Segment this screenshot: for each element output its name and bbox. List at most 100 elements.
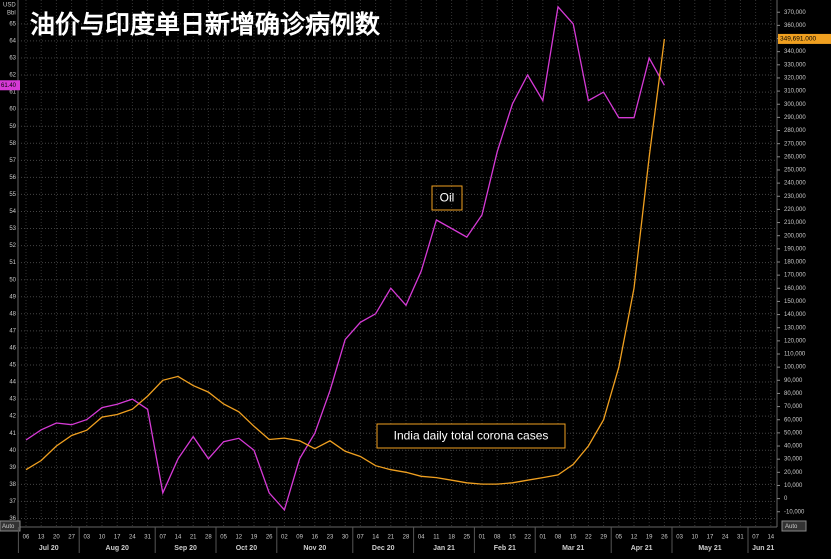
y-tick-label: 63 <box>9 56 16 62</box>
annotation: Oil <box>440 191 455 205</box>
y-tick-label: 49 <box>9 294 16 300</box>
y-tick-label: 46 <box>9 346 16 352</box>
x-tick-label: 10 <box>99 535 106 541</box>
y2-tick-label: 170,000 <box>784 273 806 279</box>
x-tick-label: 16 <box>311 535 318 541</box>
y2-tick-label: 200,000 <box>784 233 806 239</box>
x-tick-label: 03 <box>83 535 90 541</box>
y-tick-label: 39 <box>9 465 16 471</box>
x-tick-label: 09 <box>296 535 303 541</box>
y-tick-label: 50 <box>9 277 16 283</box>
y2-tick-label: 130,000 <box>784 325 806 331</box>
y-tick-label: 54 <box>9 209 16 215</box>
x-tick-label: 17 <box>707 535 714 541</box>
x-tick-label: 14 <box>372 535 379 541</box>
x-tick-label: 08 <box>555 535 562 541</box>
y-tick-label: 57 <box>9 158 16 164</box>
month-label: May 21 <box>698 545 721 552</box>
x-tick-label: 12 <box>631 535 638 541</box>
x-tick-label: 15 <box>509 535 516 541</box>
y2-tick-label: 160,000 <box>784 286 806 292</box>
y2-tick-label: 320,000 <box>784 76 806 82</box>
annotation-box <box>376 423 566 449</box>
y2-tick-label: 60,000 <box>784 417 803 423</box>
month-label: Apr 21 <box>631 545 653 552</box>
y-tick-label: 56 <box>9 175 16 181</box>
y-tick-label: 51 <box>9 260 16 266</box>
x-tick-label: 05 <box>220 535 227 541</box>
axis-button[interactable] <box>781 520 807 532</box>
x-tick-label: 01 <box>479 535 486 541</box>
x-tick-label: 19 <box>646 535 653 541</box>
y-tick-label: 47 <box>9 328 16 334</box>
y2-tick-label: 280,000 <box>784 128 806 134</box>
y-tick-label: 62 <box>9 73 16 79</box>
y2-tick-label: 110,000 <box>784 352 806 358</box>
x-tick-label: 05 <box>615 535 622 541</box>
y-tick-label: 65 <box>9 21 16 27</box>
y2-tick-label: 310,000 <box>784 89 806 95</box>
month-label: Nov 20 <box>303 545 326 552</box>
y2-tick-label: 150,000 <box>784 299 806 305</box>
x-tick-label: 07 <box>159 535 166 541</box>
current-value-tag <box>0 80 20 91</box>
x-tick-label: 26 <box>661 535 668 541</box>
month-label: Dec 20 <box>372 545 395 552</box>
y-tick-label: 58 <box>9 141 16 147</box>
x-tick-label: 07 <box>357 535 364 541</box>
x-tick-label: 26 <box>266 535 273 541</box>
x-tick-label: 14 <box>767 535 774 541</box>
axis-button-label[interactable]: Auto <box>785 524 798 530</box>
y2-tick-label: 220,000 <box>784 207 806 213</box>
series-line <box>25 38 666 485</box>
y-tick-label: 48 <box>9 311 16 317</box>
month-label: Sep 20 <box>174 545 197 552</box>
y-tick-label: 40 <box>9 448 16 454</box>
chart-title: 油价与印度单日新增确诊病例数 <box>30 10 381 39</box>
y2-tick-label: 330,000 <box>784 62 806 68</box>
y2-tick-label: 10,000 <box>784 483 803 489</box>
y2-tick-label: 250,000 <box>784 168 806 174</box>
x-tick-label: 28 <box>403 535 410 541</box>
annotation: India daily total corona cases <box>394 429 549 443</box>
x-tick-label: 14 <box>175 535 182 541</box>
x-tick-label: 22 <box>524 535 531 541</box>
x-tick-label: 29 <box>600 535 607 541</box>
y-tick-label: 52 <box>9 243 16 249</box>
y-tick-label: 38 <box>9 482 16 488</box>
y-tick-label: 45 <box>9 363 16 369</box>
y2-tick-label: 190,000 <box>784 246 806 252</box>
y2-tick-label: 90,000 <box>784 378 803 384</box>
y-tick-label: 36 <box>9 516 16 522</box>
y2-tick-label: 210,000 <box>784 220 806 226</box>
current-value-label: 349,691.000 <box>780 36 817 43</box>
x-tick-label: 11 <box>433 535 440 541</box>
x-tick-label: 27 <box>68 535 75 541</box>
y-tick-label: 55 <box>9 192 16 198</box>
y2-tick-label: 120,000 <box>784 338 806 344</box>
x-tick-label: 10 <box>691 535 698 541</box>
y-tick-label: 37 <box>9 499 16 505</box>
y2-tick-label: 80,000 <box>784 391 803 397</box>
x-tick-label: 24 <box>129 535 136 541</box>
y2-tick-label: 100,000 <box>784 365 806 371</box>
month-label: Aug 20 <box>106 545 129 552</box>
month-label: Mar 21 <box>562 545 584 552</box>
x-tick-label: 17 <box>114 535 121 541</box>
y-tick-label: 59 <box>9 124 16 130</box>
y-tick-label: 53 <box>9 226 16 232</box>
y2-tick-label: -10,000 <box>784 509 805 515</box>
axis-button[interactable] <box>0 520 21 532</box>
x-tick-label: 19 <box>251 535 258 541</box>
x-tick-label: 12 <box>235 535 242 541</box>
x-tick-label: 28 <box>205 535 212 541</box>
y2-tick-label: 260,000 <box>784 154 806 160</box>
x-tick-label: 30 <box>342 535 349 541</box>
x-tick-label: 13 <box>38 535 45 541</box>
y2-tick-label: 30,000 <box>784 457 803 463</box>
axis-button-label[interactable]: Auto <box>2 524 15 530</box>
x-tick-label: 20 <box>53 535 60 541</box>
y2-tick-label: 240,000 <box>784 181 806 187</box>
month-label: Jun 21 <box>752 545 774 552</box>
x-tick-label: 21 <box>190 535 197 541</box>
